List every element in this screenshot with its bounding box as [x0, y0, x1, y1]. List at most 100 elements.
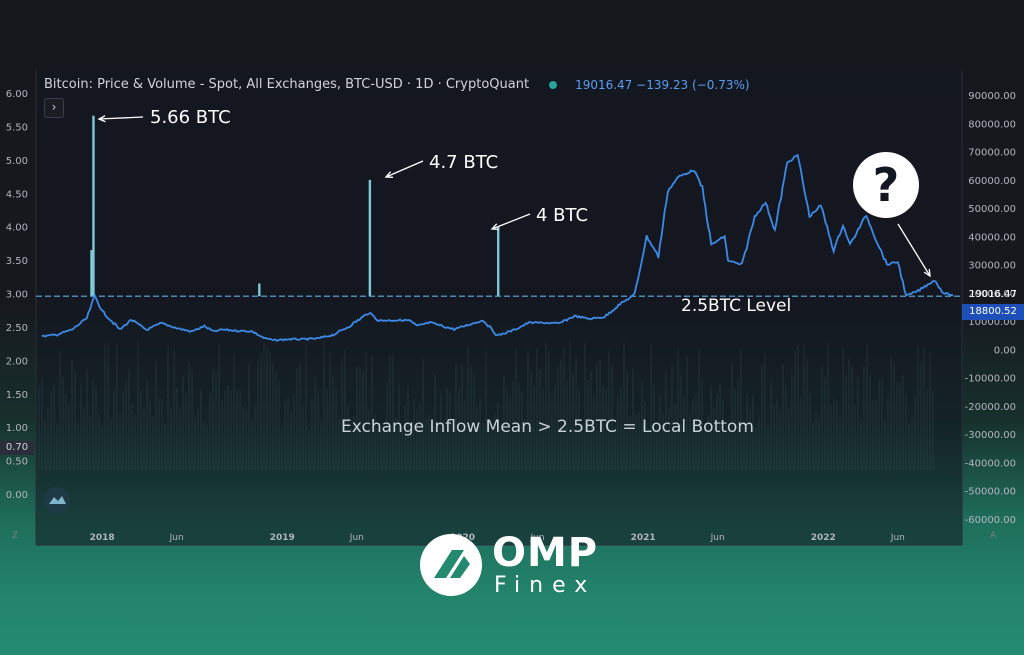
volume-bar	[665, 370, 667, 470]
volume-bar	[881, 378, 883, 470]
volume-bar	[104, 345, 106, 470]
left-tick-label: 0.00	[6, 490, 28, 501]
volume-bar	[371, 355, 373, 470]
volume-bar	[263, 342, 265, 470]
volume-bar	[770, 381, 772, 470]
volume-bar	[461, 363, 463, 470]
auto-scale-toggle[interactable]: A	[990, 531, 997, 541]
right-tick-label: 30000.00	[968, 261, 1016, 272]
volume-bar	[821, 364, 823, 470]
volume-bar	[845, 374, 847, 470]
volume-bar	[506, 390, 508, 470]
volume-bar	[338, 418, 340, 470]
volume-bar	[929, 352, 931, 470]
volume-bar	[254, 405, 256, 470]
brand-logo: OMP Finex	[420, 532, 598, 598]
volume-bar	[527, 349, 529, 470]
volume-bar	[368, 409, 370, 470]
volume-bar	[383, 428, 385, 470]
volume-bar	[167, 346, 169, 470]
volume-bar	[335, 387, 337, 470]
arrow-head	[490, 223, 500, 231]
volume-bar	[854, 405, 856, 470]
volume-bar	[917, 346, 919, 470]
volume-bar	[752, 394, 754, 470]
left-tick-label: 1.00	[6, 423, 28, 434]
volume-bar	[389, 355, 391, 470]
volume-bar	[107, 342, 109, 470]
volume-bar	[71, 359, 73, 470]
volume-bar	[113, 390, 115, 470]
volume-bar	[500, 427, 502, 470]
x-tick-label: 2019	[270, 533, 295, 543]
x-tick-label: Jun	[529, 533, 544, 543]
volume-bar	[287, 397, 289, 470]
right-axis: 90000.00 80000.00 70000.00 60000.00 50000.00…	[961, 70, 1016, 545]
volume-bar	[836, 401, 838, 470]
volume-bar	[62, 376, 64, 470]
volume-bar	[452, 429, 454, 470]
volume-bar	[806, 357, 808, 470]
volume-bar	[803, 344, 805, 470]
volume-bar	[590, 371, 592, 470]
volume-bar	[908, 422, 910, 470]
volume-bar	[479, 397, 481, 470]
volume-bar	[674, 402, 676, 470]
annotation-spike2: 4.7 BTC	[429, 152, 499, 173]
volume-bar	[884, 418, 886, 470]
volume-bar	[233, 354, 235, 470]
volume-bar	[116, 343, 118, 470]
volume-bar	[404, 404, 406, 470]
volume-bar	[98, 414, 100, 470]
volume-bar	[311, 397, 313, 470]
cryptoquant-logo-icon	[44, 487, 70, 513]
volume-bar	[308, 429, 310, 470]
volume-bar	[299, 363, 301, 470]
volume-bar	[122, 392, 124, 470]
volume-bar	[650, 343, 652, 470]
volume-bar	[671, 363, 673, 470]
volume-bar	[344, 349, 346, 470]
volume-bar	[152, 416, 154, 470]
volume-bar	[257, 361, 259, 470]
volume-bar	[878, 379, 880, 470]
collapse-legend-button[interactable]: ›	[44, 98, 64, 118]
volume-bar	[782, 364, 784, 470]
volume-bar	[296, 368, 298, 470]
volume-bar	[551, 392, 553, 470]
volume-bar	[164, 422, 166, 470]
volume-bar	[161, 398, 163, 470]
volume-bar	[815, 411, 817, 470]
left-tick-label: 3.50	[6, 256, 28, 267]
right-tick-label: 90000.00	[968, 91, 1016, 102]
volume-bar	[887, 394, 889, 470]
volume-bar	[182, 375, 184, 470]
volume-bar	[716, 393, 718, 470]
volume-bar	[668, 409, 670, 470]
volume-bar	[140, 389, 142, 470]
volume-bar	[320, 421, 322, 470]
volume-bar	[269, 352, 271, 470]
inflow-bar	[497, 226, 500, 297]
volume-bar	[659, 394, 661, 470]
volume-bar	[209, 392, 211, 470]
left-scale-toggle[interactable]: Z	[12, 531, 19, 541]
current-price-badge: 19016.47	[969, 289, 1017, 300]
arrow-shaft	[491, 213, 531, 230]
volume-bar	[251, 418, 253, 470]
volume-bar	[539, 368, 541, 470]
volume-bar	[572, 372, 574, 470]
volume-bar	[149, 400, 151, 470]
volume-bar	[56, 422, 58, 470]
volume-bar	[68, 404, 70, 470]
left-tick-label: 4.50	[6, 189, 28, 200]
volume-bar	[926, 389, 928, 470]
brand-name: OMP	[492, 530, 599, 576]
volume-bar	[686, 355, 688, 470]
volume-bar	[701, 378, 703, 470]
price-readout: 19016.47 −139.23 (−0.73%)	[575, 77, 750, 92]
volume-bar	[524, 419, 526, 470]
volume-bar	[455, 361, 457, 470]
volume-bar	[374, 414, 376, 470]
volume-bar	[584, 342, 586, 470]
